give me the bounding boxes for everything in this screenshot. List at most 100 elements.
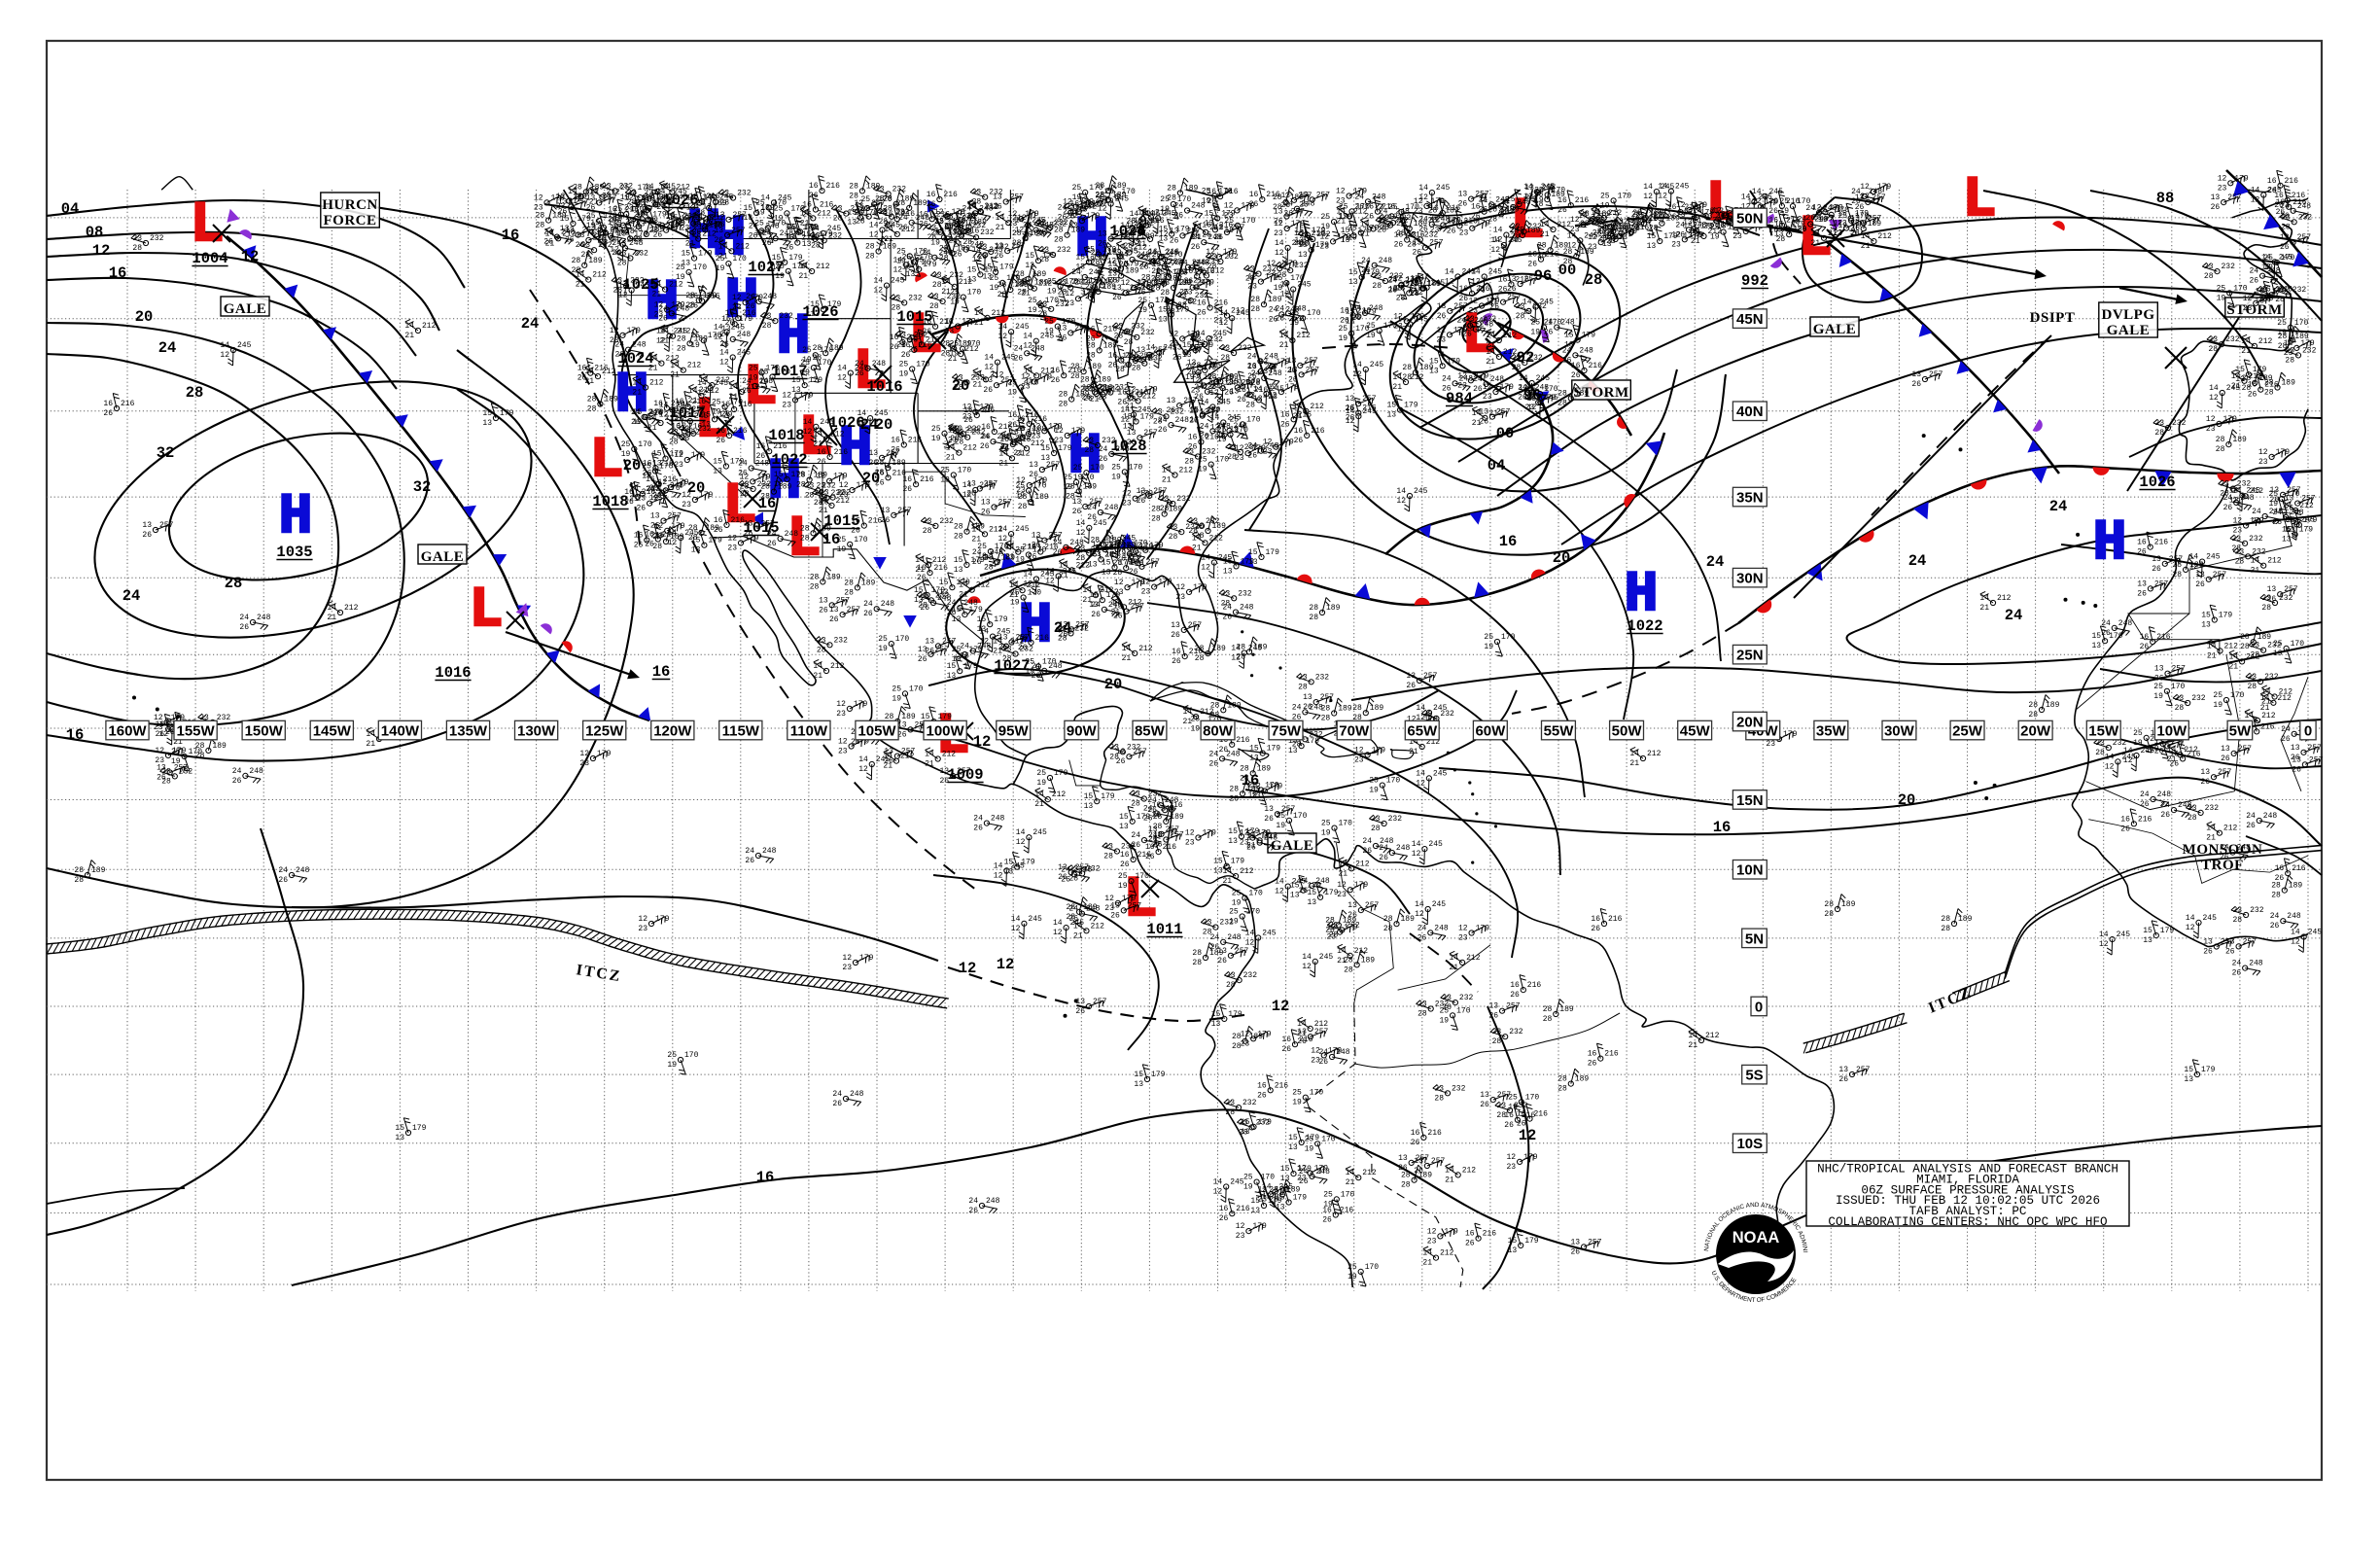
- svg-text:80W: 80W: [1203, 722, 1234, 739]
- svg-text:120W: 120W: [653, 722, 692, 739]
- svg-text:TAFB ANALYST: PC: TAFB ANALYST: PC: [1909, 1205, 2027, 1218]
- svg-text:12: 12: [973, 733, 992, 751]
- svg-text:40N: 40N: [1736, 404, 1764, 420]
- svg-text:1026: 1026: [828, 414, 864, 432]
- svg-text:32: 32: [157, 444, 175, 462]
- svg-text:65W: 65W: [1407, 722, 1438, 739]
- svg-text:16: 16: [756, 1169, 775, 1186]
- svg-text:5N: 5N: [1745, 931, 1764, 947]
- svg-text:28: 28: [186, 384, 204, 402]
- svg-text:160W: 160W: [108, 722, 147, 739]
- svg-text:16: 16: [1499, 533, 1518, 550]
- svg-text:MIAMI, FLORIDA: MIAMI, FLORIDA: [1916, 1173, 2019, 1186]
- svg-text:15N: 15N: [1736, 792, 1764, 809]
- svg-text:L: L: [1963, 169, 1997, 232]
- svg-text:150W: 150W: [245, 722, 284, 739]
- svg-text:55W: 55W: [1544, 722, 1575, 739]
- svg-text:H: H: [279, 486, 313, 549]
- svg-text:HURCN: HURCN: [322, 197, 378, 213]
- svg-text:88: 88: [2156, 190, 2175, 207]
- svg-text:140W: 140W: [381, 722, 420, 739]
- svg-text:16: 16: [652, 663, 671, 681]
- svg-text:75W: 75W: [1271, 722, 1302, 739]
- svg-text:1016: 1016: [866, 378, 902, 396]
- svg-text:45N: 45N: [1736, 311, 1764, 328]
- svg-text:95W: 95W: [998, 722, 1030, 739]
- svg-text:H: H: [839, 418, 873, 481]
- svg-text:DVLPG: DVLPG: [2102, 307, 2155, 323]
- svg-text:5W: 5W: [2229, 722, 2252, 739]
- svg-text:1016: 1016: [435, 664, 471, 682]
- svg-text:L: L: [191, 194, 225, 258]
- svg-text:115W: 115W: [722, 722, 760, 739]
- svg-text:100W: 100W: [927, 722, 965, 739]
- svg-text:1018: 1018: [592, 493, 628, 510]
- svg-text:15W: 15W: [2088, 722, 2119, 739]
- svg-text:70W: 70W: [1339, 722, 1370, 739]
- svg-text:60W: 60W: [1475, 722, 1506, 739]
- svg-text:20: 20: [875, 416, 893, 434]
- svg-text:45W: 45W: [1680, 722, 1711, 739]
- svg-text:90W: 90W: [1067, 722, 1098, 739]
- svg-text:TROF: TROF: [2201, 858, 2244, 873]
- svg-text:992: 992: [1741, 272, 1768, 290]
- svg-text:STORM: STORM: [2226, 302, 2282, 318]
- svg-text:20: 20: [1553, 549, 1571, 567]
- svg-text:GALE: GALE: [224, 301, 267, 317]
- svg-text:25N: 25N: [1736, 648, 1764, 664]
- svg-text:H: H: [1019, 595, 1053, 658]
- svg-text:10W: 10W: [2156, 722, 2188, 739]
- svg-text:24: 24: [521, 315, 540, 333]
- svg-text:H: H: [2093, 512, 2127, 576]
- svg-text:20: 20: [1104, 676, 1123, 693]
- svg-text:35N: 35N: [1736, 490, 1764, 507]
- svg-text:50N: 50N: [1736, 210, 1764, 227]
- svg-text:24: 24: [1706, 553, 1725, 571]
- svg-text:04: 04: [1488, 457, 1506, 474]
- svg-text:5S: 5S: [1745, 1068, 1763, 1084]
- svg-text:155W: 155W: [177, 722, 216, 739]
- svg-text:DSIPT: DSIPT: [2030, 310, 2076, 326]
- svg-text:25W: 25W: [1952, 722, 1983, 739]
- svg-text:28: 28: [225, 575, 243, 592]
- svg-text:110W: 110W: [790, 722, 828, 739]
- svg-text:NHC/TROPICAL ANALYSIS AND FORE: NHC/TROPICAL ANALYSIS AND FORECAST BRANC…: [1817, 1163, 2118, 1176]
- svg-text:35W: 35W: [1816, 722, 1847, 739]
- svg-text:984: 984: [1446, 390, 1473, 407]
- svg-text:30W: 30W: [1884, 722, 1915, 739]
- svg-text:04: 04: [61, 200, 80, 218]
- svg-text:GALE: GALE: [1813, 322, 1857, 337]
- svg-text:H: H: [1625, 564, 1659, 627]
- svg-text:12: 12: [959, 960, 977, 977]
- svg-text:24: 24: [2005, 607, 2023, 624]
- svg-text:NOAA: NOAA: [1732, 1229, 1780, 1247]
- svg-text:10S: 10S: [1736, 1136, 1763, 1152]
- svg-text:135W: 135W: [449, 722, 488, 739]
- svg-text:12: 12: [1519, 1127, 1537, 1144]
- svg-text:16: 16: [66, 726, 85, 744]
- svg-text:1022: 1022: [1627, 617, 1662, 635]
- svg-text:16: 16: [1713, 819, 1732, 836]
- svg-text:08: 08: [86, 224, 104, 241]
- svg-text:20W: 20W: [2020, 722, 2051, 739]
- svg-text:ISSUED: THU FEB 12 10:02:05 UT: ISSUED: THU FEB 12 10:02:05 UTC 2026: [1836, 1194, 2100, 1208]
- svg-text:24: 24: [2049, 498, 2068, 515]
- svg-text:06Z SURFACE PRESSURE ANALYSIS: 06Z SURFACE PRESSURE ANALYSIS: [1861, 1183, 2074, 1197]
- svg-text:96: 96: [1534, 267, 1553, 285]
- svg-text:00: 00: [1496, 425, 1515, 442]
- svg-text:32: 32: [413, 478, 432, 496]
- svg-text:10N: 10N: [1736, 862, 1764, 879]
- svg-text:50W: 50W: [1612, 722, 1643, 739]
- svg-text:30N: 30N: [1736, 571, 1764, 587]
- svg-text:24: 24: [158, 339, 177, 357]
- svg-text:1011: 1011: [1146, 921, 1182, 938]
- svg-text:20: 20: [135, 308, 154, 326]
- svg-text:L: L: [470, 579, 504, 643]
- svg-text:16: 16: [502, 227, 520, 244]
- svg-text:125W: 125W: [585, 722, 624, 739]
- svg-text:1035: 1035: [276, 544, 312, 561]
- svg-text:85W: 85W: [1135, 722, 1166, 739]
- svg-text:20: 20: [623, 457, 642, 474]
- svg-text:COLLABORATING CENTERS: NHC OPC: COLLABORATING CENTERS: NHC OPC WPC HFO: [1828, 1215, 2107, 1229]
- svg-text:GALE: GALE: [2107, 323, 2151, 338]
